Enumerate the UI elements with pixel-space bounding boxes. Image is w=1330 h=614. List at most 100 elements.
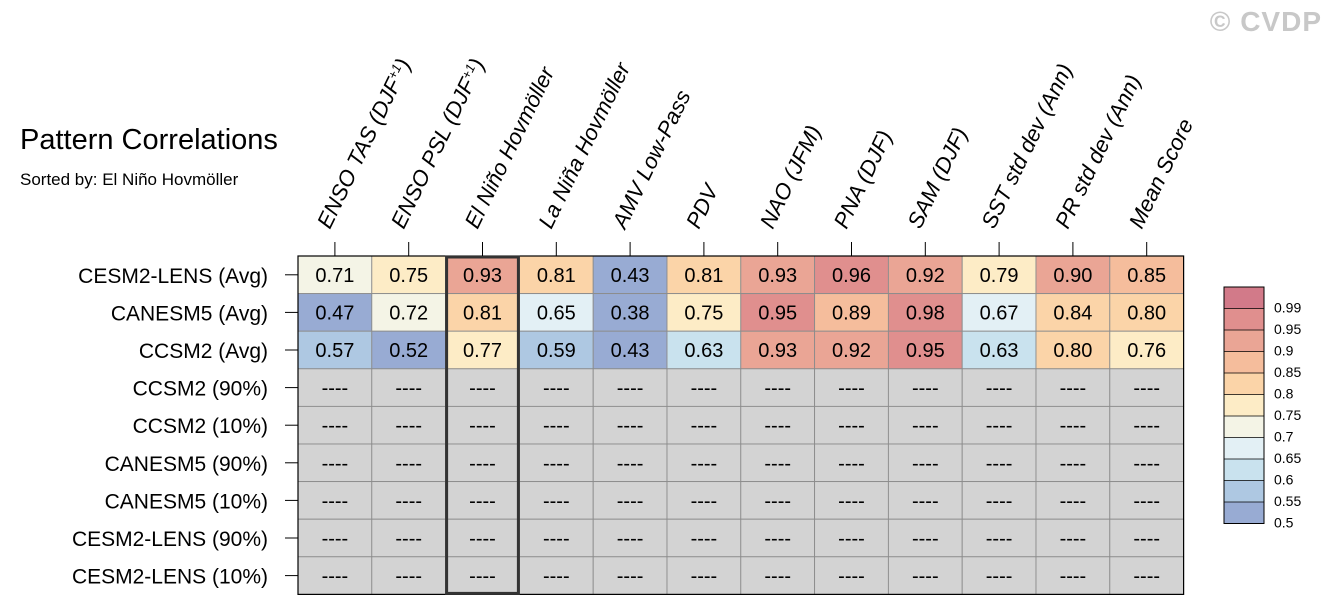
cell-value-label: 0.63 [684, 340, 723, 362]
heatmap-cell [961, 518, 1037, 558]
cell-value-label: ---- [1060, 566, 1087, 588]
cell-value-label: 0.47 [315, 302, 354, 324]
cell-value-label: ---- [1133, 490, 1160, 512]
cell-value-label: ---- [912, 528, 939, 550]
colorbar-swatch [1224, 330, 1264, 352]
heatmap-cell [1035, 405, 1111, 445]
colorbar-border [1223, 286, 1265, 524]
cell-value-label: ---- [543, 415, 570, 437]
cell-value-label: 0.92 [832, 340, 871, 362]
row-label: CANESM5 (10%) [105, 490, 268, 513]
cell-value-label: 0.75 [389, 265, 428, 287]
cell-value-label: ---- [764, 453, 791, 475]
cell-value-label: ---- [1060, 490, 1087, 512]
heatmap-cell [1109, 481, 1185, 520]
watermark-text: © CVDP [1209, 6, 1322, 37]
cell-value-label: 0.71 [315, 265, 354, 287]
heatmap-cell [518, 556, 594, 595]
heatmap-cell [1035, 293, 1111, 332]
colorbar-swatch [1224, 351, 1264, 373]
cell-value-label: ---- [764, 528, 791, 550]
cell-value-label: ---- [322, 490, 349, 512]
cell-value-label: 0.67 [980, 302, 1019, 324]
cell-value-label: ---- [617, 490, 644, 512]
chart-subtitle: Sorted by: El Niño Hovmöller [20, 170, 239, 189]
cell-value-label: ---- [1133, 566, 1160, 588]
heatmap-cell [666, 556, 742, 595]
cell-value-label: ---- [691, 453, 718, 475]
heatmap-cell [740, 368, 816, 407]
colorbar-swatch [1224, 459, 1264, 481]
heatmap-cell [666, 518, 742, 558]
colorbar-swatch [1224, 416, 1264, 438]
cell-value-label: 0.72 [389, 302, 428, 324]
cell-value-label: 0.95 [758, 302, 797, 324]
cell-value-label: 0.93 [463, 265, 502, 287]
colorbar-label: 0.55 [1274, 493, 1301, 509]
cell-value-label: ---- [469, 566, 496, 588]
cell-value-label: ---- [322, 453, 349, 475]
cell-value-label: ---- [1133, 415, 1160, 437]
cell-value-label: ---- [986, 528, 1013, 550]
cell-value-label: 0.96 [832, 265, 871, 287]
heatmap-cell [518, 405, 594, 445]
cell-value-label: 0.98 [906, 302, 945, 324]
colorbar-swatch [1224, 308, 1264, 330]
cell-value-label: ---- [617, 378, 644, 400]
column-label: NAO (JFM) [755, 121, 826, 232]
colorbar-label: 0.7 [1274, 429, 1294, 445]
heatmap-cell [961, 443, 1037, 483]
cell-value-label: ---- [617, 453, 644, 475]
colorbar-label: 0.9 [1274, 343, 1294, 359]
cell-value-label: ---- [395, 378, 422, 400]
heatmap-cell [592, 405, 668, 445]
cell-value-label: ---- [764, 415, 791, 437]
cell-value-label: 0.90 [1053, 265, 1092, 287]
cell-value-label: ---- [617, 566, 644, 588]
cell-value-label: ---- [322, 415, 349, 437]
cell-value-label: ---- [543, 378, 570, 400]
heatmap-cell [887, 330, 963, 370]
cell-value-label: 0.59 [537, 340, 576, 362]
cell-value-label: ---- [543, 453, 570, 475]
heatmap-cell [592, 481, 668, 520]
heatmap-cell [814, 255, 889, 295]
row-label: CCSM2 (10%) [133, 415, 268, 438]
cell-value-label: ---- [469, 490, 496, 512]
cell-value-label: 0.79 [980, 265, 1019, 287]
column-label: PNA (DJF) [829, 126, 898, 232]
heatmap-cell [1035, 556, 1111, 595]
cell-value-label: ---- [543, 528, 570, 550]
cell-value-label: ---- [838, 378, 865, 400]
cell-value-label: 0.43 [611, 265, 650, 287]
cell-value-label: ---- [617, 528, 644, 550]
cell-value-label: 0.43 [611, 340, 650, 362]
cell-value-label: 0.89 [832, 302, 871, 324]
heatmap-cell [518, 443, 594, 483]
cell-value-label: ---- [1060, 453, 1087, 475]
cell-value-label: 0.95 [906, 340, 945, 362]
heatmap-cell [1035, 255, 1111, 295]
cell-value-label: ---- [543, 566, 570, 588]
heatmap-cell [445, 556, 520, 595]
heatmap-cell [814, 518, 889, 558]
cell-value-label: ---- [395, 528, 422, 550]
heatmap-cell [814, 443, 889, 483]
column-label: AMV Low-Pass [606, 86, 695, 234]
heatmap-cell [297, 368, 373, 407]
cell-value-label: 0.80 [1127, 302, 1166, 324]
cell-value-label: ---- [986, 490, 1013, 512]
colorbar-label: 0.99 [1274, 300, 1301, 316]
cell-value-label: ---- [986, 378, 1013, 400]
chart-title: Pattern Correlations [20, 124, 278, 156]
cell-value-label: ---- [691, 566, 718, 588]
cell-value-label: 0.85 [1127, 265, 1166, 287]
heatmap-cell [592, 556, 668, 595]
heatmap-cell [297, 405, 373, 445]
cell-value-label: 0.80 [1053, 340, 1092, 362]
heatmap-cell [814, 405, 889, 445]
heatmap-cell [371, 255, 447, 295]
column-label: Mean Score [1124, 115, 1198, 233]
heatmap-cell [887, 518, 963, 558]
